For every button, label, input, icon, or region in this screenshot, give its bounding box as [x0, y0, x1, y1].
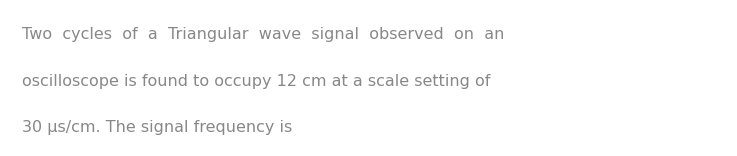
Text: 30 μs/cm. The signal frequency is: 30 μs/cm. The signal frequency is: [22, 120, 293, 135]
Text: oscilloscope is found to occupy 12 cm at a scale setting of: oscilloscope is found to occupy 12 cm at…: [22, 74, 491, 89]
Text: Two  cycles  of  a  Triangular  wave  signal  observed  on  an: Two cycles of a Triangular wave signal o…: [22, 27, 505, 42]
